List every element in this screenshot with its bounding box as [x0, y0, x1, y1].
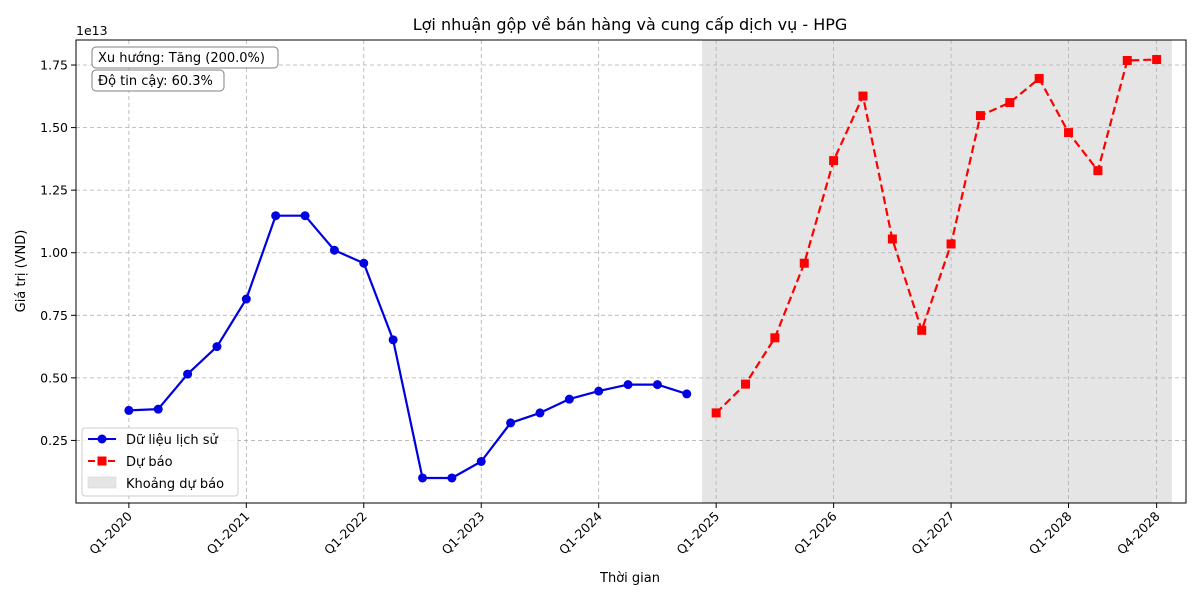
- plot-frame: [75, 39, 1187, 504]
- forecast-data-point: [1005, 98, 1015, 108]
- history-data-point: [153, 404, 163, 414]
- plot-area: [75, 39, 1187, 504]
- x-tick-label: Q1-2021: [204, 509, 253, 558]
- history-data-point: [359, 258, 369, 268]
- legend-label-forecast-region: Khoảng dự báo: [126, 477, 224, 492]
- grid: [76, 40, 1186, 503]
- legend-marker-forecast: [97, 456, 107, 466]
- history-data-point: [506, 418, 516, 428]
- history-data-point: [682, 389, 692, 399]
- forecast-series-line: [715, 58, 1157, 414]
- history-data-point: [652, 380, 662, 390]
- forecast-data-point: [829, 156, 839, 166]
- x-axis: Q1-2020 Q1-2021 Q1-2022 Q1-2023 Q1-2024 Q1-20…: [86, 503, 1163, 557]
- forecast-data-point: [975, 111, 985, 121]
- history-data-point: [271, 211, 281, 221]
- forecast-data-point: [917, 325, 927, 335]
- y-tick-label: 1.75: [40, 58, 68, 73]
- trend-annotation-text: Xu hướng: Tăng (200.0%): [98, 51, 265, 66]
- x-tick-label: Q1-2026: [791, 508, 840, 557]
- y-tick-label: 1.50: [40, 120, 68, 135]
- x-tick-label: Q1-2024: [556, 508, 605, 557]
- history-data-point: [564, 394, 574, 404]
- history-data-point: [476, 456, 486, 466]
- history-data-point: [594, 386, 604, 396]
- history-data-point: [124, 405, 134, 415]
- history-data-point: [241, 294, 251, 304]
- y-tick-label: 1.00: [40, 245, 68, 260]
- y-tick-label: 0.25: [40, 433, 68, 448]
- forecast-data-point: [1064, 128, 1074, 138]
- x-tick-label: Q1-2023: [438, 509, 487, 558]
- x-axis-title: Thời gian: [599, 571, 660, 586]
- legend-label-history: Dữ liệu lịch sử: [126, 433, 218, 448]
- forecast-data-point: [711, 408, 721, 418]
- forecast-data-point: [858, 91, 868, 101]
- forecast-data-point: [1034, 74, 1044, 84]
- y-axis: 0.25 0.50 0.75 1.00 1.25 1.50 1.75: [40, 58, 76, 448]
- history-data-point: [300, 211, 310, 221]
- forecast-data-point: [770, 333, 780, 343]
- confidence-annotation: Độ tin cậy: 60.3%: [91, 69, 225, 92]
- history-data-point: [447, 473, 457, 483]
- forecast-region: [702, 40, 1172, 503]
- trend-annotation-box: [91, 46, 279, 69]
- legend-marker-history: [97, 434, 107, 444]
- x-tick-label: Q1-2028: [1026, 508, 1075, 557]
- y-multiplier-label: 1e13: [76, 23, 108, 38]
- legend-frame: [81, 427, 239, 497]
- history-data-point: [623, 380, 633, 390]
- confidence-annotation-box: [91, 69, 225, 92]
- legend: Dữ liệu lịch sử Dự báo Khoảng dự báo: [81, 427, 239, 497]
- y-tick-label: 1.25: [40, 183, 68, 198]
- forecast-data-point: [1093, 166, 1103, 176]
- history-data-point: [212, 342, 222, 352]
- legend-patch-forecast-region: [87, 476, 117, 489]
- forecast-data-point: [887, 234, 897, 244]
- legend-label-forecast: Dự báo: [126, 455, 173, 470]
- confidence-annotation-text: Độ tin cậy: 60.3%: [98, 74, 213, 89]
- x-tick-label: Q1-2025: [673, 509, 722, 558]
- history-data-point: [388, 335, 398, 345]
- forecast-data-point: [799, 258, 809, 268]
- forecast-data-point: [1122, 56, 1132, 66]
- history-data-point: [418, 473, 428, 483]
- x-tick-label: Q1-2027: [908, 509, 957, 558]
- forecast-data-point: [1152, 55, 1162, 65]
- history-data-point: [183, 369, 193, 379]
- history-data-point: [329, 245, 339, 255]
- forecast-data-point: [946, 239, 956, 249]
- x-tick-label: Q4-2028: [1114, 508, 1163, 557]
- forecast-data-point: [741, 379, 751, 389]
- history-data-point: [535, 408, 545, 418]
- y-axis-title: Giá trị (VND): [14, 230, 29, 313]
- y-tick-label: 0.50: [40, 370, 68, 385]
- x-tick-label: Q1-2022: [321, 509, 370, 558]
- trend-annotation: Xu hướng: Tăng (200.0%): [91, 46, 279, 69]
- history-series-line: [128, 214, 688, 480]
- chart-title: Lợi nhuận gộp về bán hàng và cung cấp dị…: [413, 15, 848, 34]
- x-tick-label: Q1-2020: [86, 508, 135, 557]
- series-layer: [124, 55, 1162, 483]
- y-tick-label: 0.75: [40, 308, 68, 323]
